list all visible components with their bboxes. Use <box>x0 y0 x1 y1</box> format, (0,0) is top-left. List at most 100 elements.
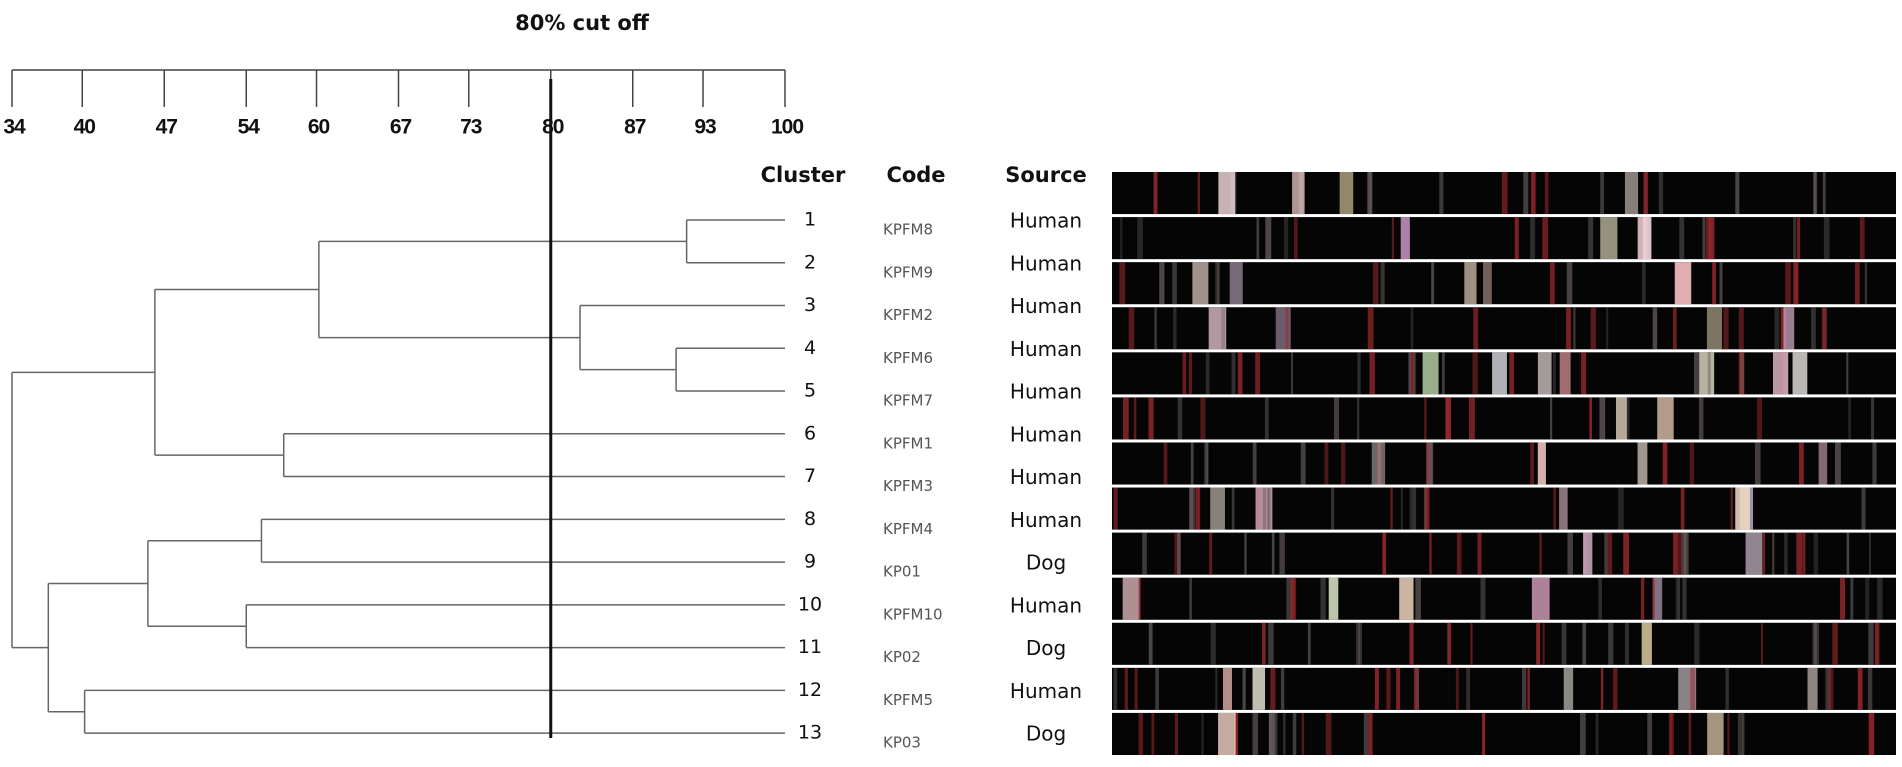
gel-band <box>1492 352 1507 395</box>
gel-band <box>1674 262 1692 305</box>
gel-band <box>1216 262 1220 305</box>
isolate-code: KPFM1 <box>883 434 933 452</box>
gel-band <box>1400 487 1403 530</box>
gel-lane <box>1112 712 1896 755</box>
gel-band <box>1623 532 1629 575</box>
gel-band <box>1270 667 1276 710</box>
gel-band <box>1138 712 1143 755</box>
gel-band <box>1307 622 1311 665</box>
column-header: Cluster <box>761 163 846 187</box>
gel-band <box>1268 622 1274 665</box>
gel-band <box>1292 172 1305 215</box>
gel-band <box>1712 262 1716 305</box>
gel-band <box>1783 307 1795 350</box>
gel-band <box>1637 442 1648 485</box>
gel-band <box>1195 487 1201 530</box>
gel-band <box>1530 442 1534 485</box>
gel-band <box>1563 667 1574 710</box>
gel-band <box>1208 307 1227 350</box>
isolate-source: Human <box>1010 679 1082 703</box>
gel-band <box>1822 172 1826 215</box>
isolate-code: KPFM3 <box>883 477 933 495</box>
gel-band <box>1730 487 1733 530</box>
gel-band <box>1675 577 1680 620</box>
gel-band <box>1735 172 1740 215</box>
gel-band <box>1358 622 1362 665</box>
gel-band <box>1642 262 1646 305</box>
gel-band <box>1785 262 1791 305</box>
gel-band <box>1439 172 1444 215</box>
gel-band <box>1624 172 1639 215</box>
gel-band <box>1209 532 1213 575</box>
gel-band <box>1607 532 1613 575</box>
gel-band <box>1188 352 1192 395</box>
gel-band <box>1424 397 1427 440</box>
gel-band <box>1447 622 1451 665</box>
gel-band <box>1670 712 1674 755</box>
gel-band <box>1300 442 1306 485</box>
isolate-code: KPFM2 <box>883 306 933 324</box>
gel-band <box>1583 532 1593 575</box>
cluster-number: 7 <box>804 465 816 487</box>
gel-band <box>1391 217 1394 260</box>
gel-band <box>1774 307 1780 350</box>
gel-image <box>1112 172 1896 755</box>
gel-band <box>1119 262 1126 305</box>
gel-band <box>1550 397 1553 440</box>
gel-band <box>1698 397 1704 440</box>
cluster-number: 2 <box>804 251 816 273</box>
gel-band <box>1792 352 1808 395</box>
gel-band <box>1719 262 1723 305</box>
gel-band <box>1580 712 1586 755</box>
gel-band <box>1624 622 1629 665</box>
gel-band <box>1363 712 1369 755</box>
gel-band <box>1796 217 1801 260</box>
cluster-number: 8 <box>804 508 816 530</box>
gel-band <box>1222 667 1232 710</box>
gel-band <box>1424 487 1430 530</box>
gel-band <box>1677 577 1681 620</box>
gel-band <box>1410 352 1416 395</box>
gel-band <box>1613 667 1618 710</box>
gel-band <box>1382 532 1387 575</box>
gel-band <box>1413 667 1420 710</box>
gel-band <box>1320 577 1326 620</box>
gel-band <box>1468 397 1475 440</box>
gel-band <box>1200 397 1206 440</box>
gel-band <box>1386 667 1391 710</box>
isolate-source: Human <box>1010 465 1082 489</box>
gel-band <box>1662 442 1668 485</box>
gel-band <box>1426 442 1433 485</box>
gel-band <box>1821 307 1828 350</box>
gel-band <box>1215 667 1218 710</box>
gel-band <box>1867 667 1873 710</box>
gel-band <box>1823 217 1830 260</box>
gel-band <box>1848 397 1851 440</box>
gel-lane <box>1112 622 1896 665</box>
gel-band <box>1293 217 1298 260</box>
gel-band <box>1265 217 1272 260</box>
gel-band <box>1521 667 1527 710</box>
isolate-source: Human <box>1010 251 1082 275</box>
gel-band <box>1689 442 1695 485</box>
gel-band <box>1840 577 1846 620</box>
gel-band <box>1159 262 1165 305</box>
gel-lane <box>1112 307 1896 350</box>
gel-band <box>1799 442 1804 485</box>
gel-band <box>1874 622 1880 665</box>
gel-band <box>1113 487 1118 530</box>
gel-band <box>1290 352 1294 395</box>
gel-band <box>1368 712 1373 755</box>
gel-band <box>1559 352 1571 395</box>
gel-band <box>1233 712 1239 755</box>
gel-band <box>1333 397 1340 440</box>
gel-band <box>1641 622 1652 665</box>
x-tick-label: 54 <box>238 116 261 139</box>
gel-band <box>1501 172 1508 215</box>
isolate-code: KP01 <box>883 563 921 581</box>
gel-band <box>1618 487 1624 530</box>
gel-band <box>1855 262 1860 305</box>
gel-band <box>1237 352 1243 395</box>
isolate-source: Human <box>1010 294 1082 318</box>
